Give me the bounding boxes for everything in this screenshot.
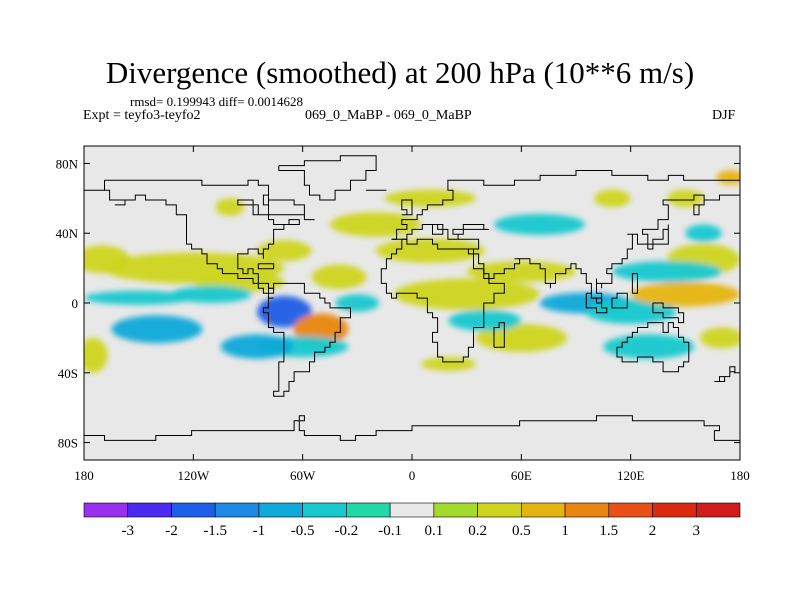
field-blob-10 bbox=[111, 315, 203, 344]
field-blob-32 bbox=[667, 189, 704, 208]
colorbar-swatch-7 bbox=[389, 502, 435, 518]
x-tick-label-3: 0 bbox=[409, 468, 416, 483]
y-axis: 80N 40N 0 40S 80S bbox=[56, 156, 740, 451]
field-blob-27 bbox=[699, 327, 740, 349]
colorbar-label-10: 1 bbox=[561, 523, 569, 539]
field-blob-5 bbox=[257, 296, 312, 328]
field-blob-26 bbox=[448, 309, 522, 331]
colorbar-label-8: 0.2 bbox=[468, 523, 487, 539]
x-tick-label-4: 60E bbox=[511, 468, 532, 483]
y-tick-label-3: 40S bbox=[58, 366, 78, 381]
field-blob-14 bbox=[330, 212, 422, 237]
colorbar-label-1: -2 bbox=[165, 523, 178, 539]
colorbar-swatch-11 bbox=[564, 502, 610, 518]
coastline-12 bbox=[585, 292, 608, 314]
coastline-10 bbox=[401, 199, 413, 216]
colorbar-swatch-6 bbox=[346, 502, 391, 518]
field-blob-28 bbox=[716, 170, 740, 185]
coastline-2 bbox=[391, 170, 740, 240]
colorbar-swatch-3 bbox=[214, 502, 260, 518]
x-tick-label-5: 120E bbox=[617, 468, 645, 483]
y-tick-label-1: 40N bbox=[56, 226, 79, 241]
colorbar-label-11: 1.5 bbox=[599, 523, 618, 539]
field-blob-31 bbox=[685, 224, 722, 242]
coastline-0 bbox=[104, 179, 300, 294]
field-blob-33 bbox=[421, 357, 476, 372]
field-blob-17 bbox=[494, 214, 586, 235]
colorbar-label-5: -0.2 bbox=[335, 523, 359, 539]
colorbar-swatch-8 bbox=[433, 502, 478, 518]
field-blob-13 bbox=[215, 198, 245, 216]
coastline-6 bbox=[616, 322, 690, 373]
case-label: 069_0_MaBP - 069_0_MaBP bbox=[305, 108, 472, 123]
colorbar-swatch-4 bbox=[258, 502, 303, 518]
season-label: DJF bbox=[712, 108, 736, 123]
coastline-1 bbox=[262, 282, 351, 397]
coastline-19 bbox=[631, 273, 638, 294]
coastline-18 bbox=[257, 263, 275, 270]
field-blob-8 bbox=[335, 294, 380, 312]
x-tick-label-0: 180 bbox=[74, 468, 94, 483]
colorbar-swatch-12 bbox=[608, 502, 653, 518]
field-blob-15 bbox=[375, 238, 485, 263]
colorbar-label-7: 0.1 bbox=[424, 523, 443, 539]
field-blob-4 bbox=[84, 290, 194, 305]
field-blob-20 bbox=[585, 299, 677, 324]
coastline-13 bbox=[611, 292, 628, 309]
field-blob-11 bbox=[220, 334, 294, 359]
x-axis: 180 120W 60W 0 60E 120E 180 bbox=[74, 146, 750, 483]
field-blob-29 bbox=[84, 337, 108, 373]
x-tick-label-1: 120W bbox=[177, 468, 210, 483]
y-tick-label-4: 80S bbox=[58, 436, 78, 451]
colorbar-swatch-1 bbox=[127, 502, 172, 518]
coastline-8 bbox=[262, 194, 315, 221]
field-blob-16 bbox=[393, 278, 540, 310]
colorbar-label-4: -0.5 bbox=[291, 523, 315, 539]
coastlines bbox=[84, 155, 740, 441]
y-tick-label-2: 0 bbox=[72, 296, 79, 311]
y-tick-label-0: 80N bbox=[56, 156, 79, 171]
field-blob-34 bbox=[594, 189, 631, 208]
colorbar-swatch-0 bbox=[83, 502, 129, 518]
coastline-16 bbox=[493, 322, 505, 348]
experiment-label: Expt = teyfo3-teyfo2 bbox=[83, 108, 201, 123]
colorbar-label-9: 0.5 bbox=[512, 523, 531, 539]
colorbar-label-6: -0.1 bbox=[378, 523, 402, 539]
chart-title: Divergence (smoothed) at 200 hPa (10**6 … bbox=[105, 55, 695, 90]
colorbar-swatch-13 bbox=[652, 502, 697, 518]
divergence-field bbox=[84, 170, 740, 373]
colorbar: -3 -2 -1.5 -1 -0.5 -0.2 -0.1 0.1 0.2 0.5 1 1.5 2 3 bbox=[83, 502, 741, 539]
colorbar-swatch-5 bbox=[302, 502, 347, 518]
field-blob-21 bbox=[630, 282, 740, 307]
coastline-15 bbox=[714, 366, 736, 382]
coastline-9 bbox=[278, 155, 377, 201]
coastline-5 bbox=[380, 238, 505, 363]
coastline-4 bbox=[391, 194, 740, 304]
field-blob-24 bbox=[603, 334, 695, 359]
colorbar-label-12: 2 bbox=[649, 523, 657, 539]
colorbar-label-2: -1.5 bbox=[203, 523, 227, 539]
colorbar-swatch-9 bbox=[477, 502, 522, 518]
field-blob-12 bbox=[257, 240, 312, 262]
x-tick-label-2: 60W bbox=[290, 468, 316, 483]
colorbar-swatch-14 bbox=[695, 502, 741, 518]
field-blob-25 bbox=[475, 323, 567, 352]
field-blob-23 bbox=[612, 261, 722, 283]
colorbar-label-0: -3 bbox=[121, 523, 134, 539]
colorbar-swatch-10 bbox=[521, 502, 566, 518]
coastline-14 bbox=[652, 302, 685, 324]
colorbar-swatch-2 bbox=[171, 502, 216, 518]
coastline-7 bbox=[84, 415, 740, 441]
coastline-11 bbox=[647, 224, 669, 250]
x-tick-label-6: 180 bbox=[730, 468, 750, 483]
field-blob-7 bbox=[311, 264, 367, 290]
colorbar-label-13: 3 bbox=[693, 523, 701, 539]
stats-label: rmsd= 0.199943 diff= 0.0014628 bbox=[130, 94, 303, 109]
colorbar-label-3: -1 bbox=[253, 523, 266, 539]
field-blob-1 bbox=[84, 245, 130, 274]
